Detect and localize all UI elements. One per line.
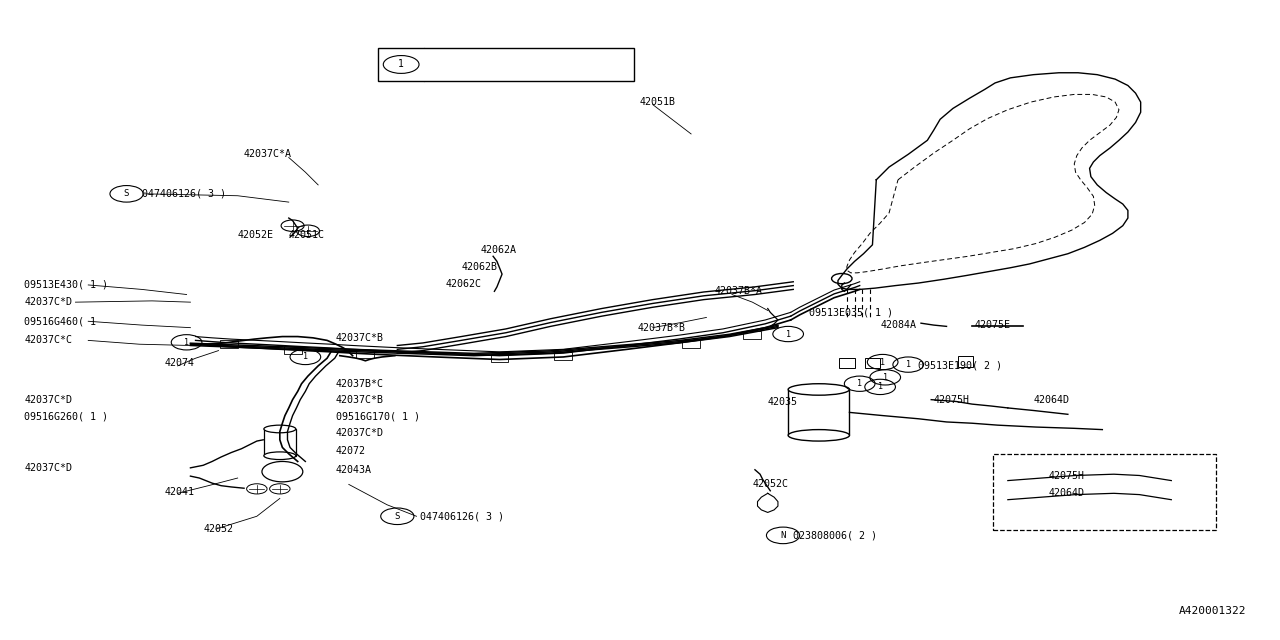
Ellipse shape: [788, 384, 850, 395]
Text: 42043A: 42043A: [337, 465, 372, 475]
Text: 1: 1: [881, 358, 886, 367]
Text: 42074: 42074: [165, 358, 195, 369]
Bar: [264, 429, 296, 456]
Text: 42052E: 42052E: [238, 230, 274, 239]
Text: 42052: 42052: [204, 524, 233, 534]
Text: 42037C*D: 42037C*D: [337, 428, 384, 438]
Text: S: S: [124, 189, 129, 198]
Text: 1: 1: [858, 380, 863, 388]
Text: 1: 1: [883, 373, 888, 382]
Bar: [378, 48, 634, 81]
Text: 1: 1: [786, 330, 791, 339]
Text: 092310504( 8 ): 092310504( 8 ): [439, 58, 539, 71]
Text: 1: 1: [184, 338, 189, 347]
Text: 42041: 42041: [165, 487, 195, 497]
Text: 42075H: 42075H: [934, 395, 970, 404]
Bar: [992, 454, 1216, 531]
Text: 1: 1: [303, 353, 308, 362]
Text: 42037C*D: 42037C*D: [24, 297, 73, 307]
Text: S: S: [394, 512, 401, 521]
Text: 09513E035( 1 ): 09513E035( 1 ): [809, 307, 892, 317]
Text: 1: 1: [906, 360, 910, 369]
Bar: [682, 340, 700, 348]
Text: 42037C*C: 42037C*C: [24, 335, 73, 346]
Text: 42062C: 42062C: [445, 279, 481, 289]
Ellipse shape: [788, 429, 850, 441]
Text: 42072: 42072: [337, 445, 366, 456]
Bar: [490, 355, 508, 362]
Ellipse shape: [264, 452, 296, 460]
Text: 047406126( 3 ): 047406126( 3 ): [420, 511, 504, 521]
Bar: [554, 352, 572, 360]
Text: 09513E430( 1 ): 09513E430( 1 ): [24, 280, 109, 290]
Text: 42037B*C: 42037B*C: [337, 379, 384, 388]
Text: 09516G460( 1: 09516G460( 1: [24, 316, 96, 326]
Text: 047406126( 3 ): 047406126( 3 ): [142, 189, 225, 199]
Bar: [840, 358, 855, 369]
Text: 09516G170( 1 ): 09516G170( 1 ): [337, 412, 420, 422]
Text: 42062A: 42062A: [480, 245, 516, 255]
Text: 09513E190( 2 ): 09513E190( 2 ): [919, 361, 1002, 371]
Text: 42037B*B: 42037B*B: [637, 323, 686, 333]
Bar: [220, 340, 238, 348]
Text: 42037C*A: 42037C*A: [244, 149, 292, 159]
Bar: [356, 350, 374, 358]
Text: 42037C*D: 42037C*D: [24, 395, 73, 404]
Text: 42035: 42035: [768, 397, 797, 406]
Text: 42075E: 42075E: [974, 320, 1011, 330]
Text: 42037B*A: 42037B*A: [714, 286, 762, 296]
Bar: [957, 356, 973, 367]
Ellipse shape: [264, 425, 296, 433]
Bar: [788, 390, 850, 435]
Text: A420001322: A420001322: [1179, 606, 1247, 616]
Bar: [865, 358, 881, 369]
Text: N: N: [781, 531, 786, 540]
Text: 42075H: 42075H: [1048, 471, 1084, 481]
Text: 1: 1: [398, 60, 404, 70]
Text: 42064D: 42064D: [1033, 395, 1069, 404]
Text: 42051C: 42051C: [289, 230, 325, 239]
Text: 42052C: 42052C: [753, 479, 788, 490]
Text: 42064D: 42064D: [1048, 488, 1084, 499]
Bar: [744, 332, 762, 339]
Text: 42037C*B: 42037C*B: [337, 333, 384, 343]
Text: 42037C*B: 42037C*B: [337, 395, 384, 404]
Text: 42062B: 42062B: [461, 262, 497, 272]
Text: 1: 1: [878, 383, 883, 392]
Text: 09516G260( 1 ): 09516G260( 1 ): [24, 412, 109, 422]
Text: 42037C*D: 42037C*D: [24, 463, 73, 473]
Bar: [284, 346, 302, 354]
Text: 42084A: 42084A: [881, 320, 916, 330]
Text: 023808006( 2 ): 023808006( 2 ): [794, 531, 877, 540]
Text: 42051B: 42051B: [640, 97, 676, 107]
